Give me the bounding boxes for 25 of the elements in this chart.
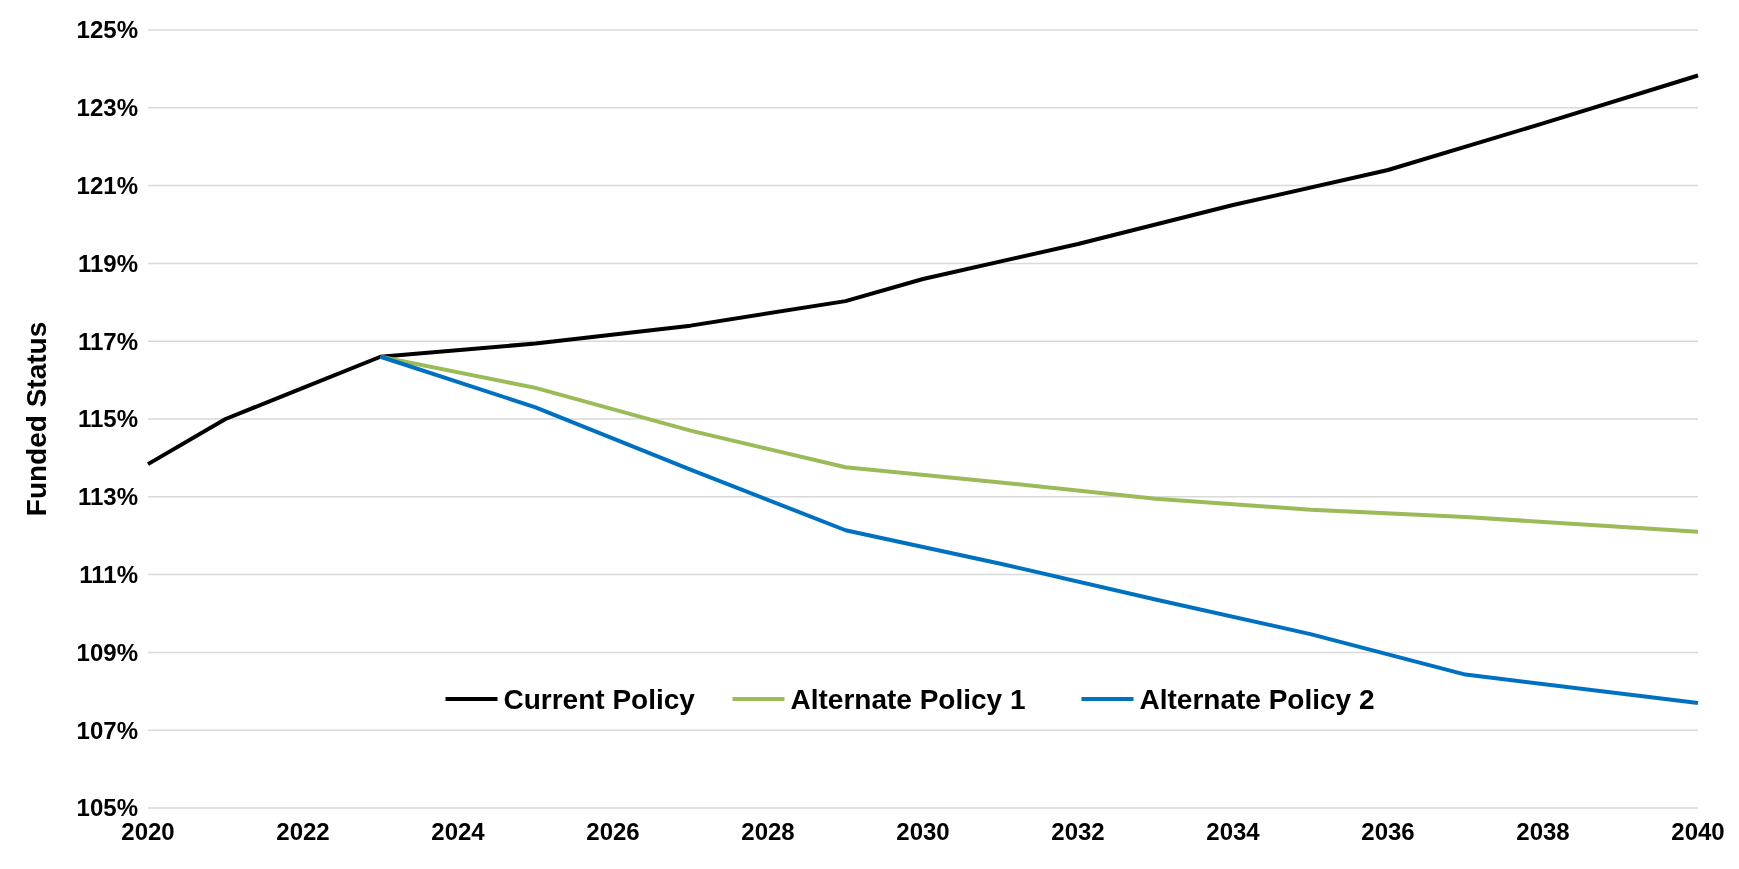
y-axis-title: Funded Status [21, 321, 52, 517]
y-tick-label: 125% [76, 16, 138, 44]
line-series [146, 73, 1700, 467]
x-tick-label: 2040 [1671, 818, 1725, 845]
y-tick-label: 113% [77, 483, 138, 511]
x-tick-label: 2038 [1516, 818, 1570, 845]
y-tick-label: 109% [76, 638, 138, 666]
legend-label: Alternate Policy 1 [790, 683, 1026, 715]
x-tick-label: 2024 [431, 818, 486, 845]
y-tick-label: 117% [77, 327, 138, 355]
y-tick-label: 121% [76, 172, 138, 199]
x-tick-label: 2022 [276, 818, 330, 845]
x-tick-label: 2028 [741, 818, 795, 845]
x-tick-label: 2036 [1361, 818, 1415, 845]
y-tick-label: 115% [77, 405, 138, 433]
x-tick-label: 2026 [586, 818, 640, 845]
x-tick-label: 2030 [896, 818, 950, 845]
x-tick-label: 2032 [1051, 818, 1105, 845]
y-tick-label: 111% [79, 561, 138, 588]
y-tick-label: 107% [76, 716, 138, 744]
y-tick-label: 123% [76, 94, 138, 122]
y-tick-label: 119% [77, 249, 138, 277]
legend-label: Current Policy [503, 683, 696, 715]
legend-label: Alternate Policy 2 [1139, 683, 1375, 715]
x-tick-label: 2034 [1206, 818, 1261, 845]
